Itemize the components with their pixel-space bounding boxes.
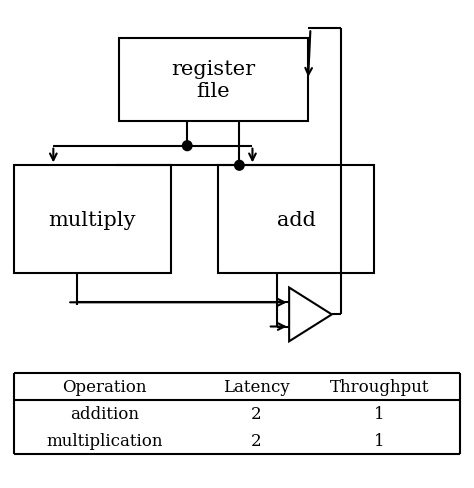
Circle shape: [182, 142, 192, 151]
Bar: [218, 166, 374, 273]
Text: 2: 2: [251, 405, 261, 422]
Text: Operation: Operation: [62, 378, 146, 395]
Text: 2: 2: [251, 432, 261, 449]
Text: 1: 1: [374, 405, 384, 422]
Text: multiply: multiply: [49, 210, 136, 229]
Text: 1: 1: [374, 432, 384, 449]
Text: add: add: [277, 210, 316, 229]
Text: register
file: register file: [171, 60, 255, 101]
Bar: [118, 39, 308, 122]
Polygon shape: [289, 288, 332, 342]
Text: Latency: Latency: [223, 378, 289, 395]
Circle shape: [235, 161, 244, 171]
Text: multiplication: multiplication: [46, 432, 163, 449]
Text: Throughput: Throughput: [329, 378, 429, 395]
Bar: [14, 166, 171, 273]
Text: addition: addition: [70, 405, 139, 422]
